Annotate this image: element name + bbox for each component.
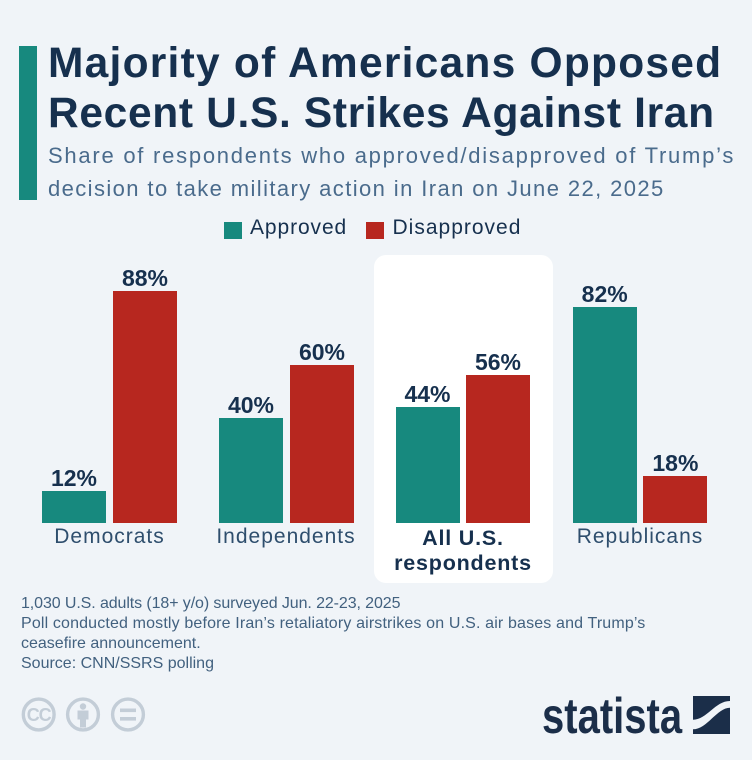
svg-text:CC: CC [27,705,52,725]
